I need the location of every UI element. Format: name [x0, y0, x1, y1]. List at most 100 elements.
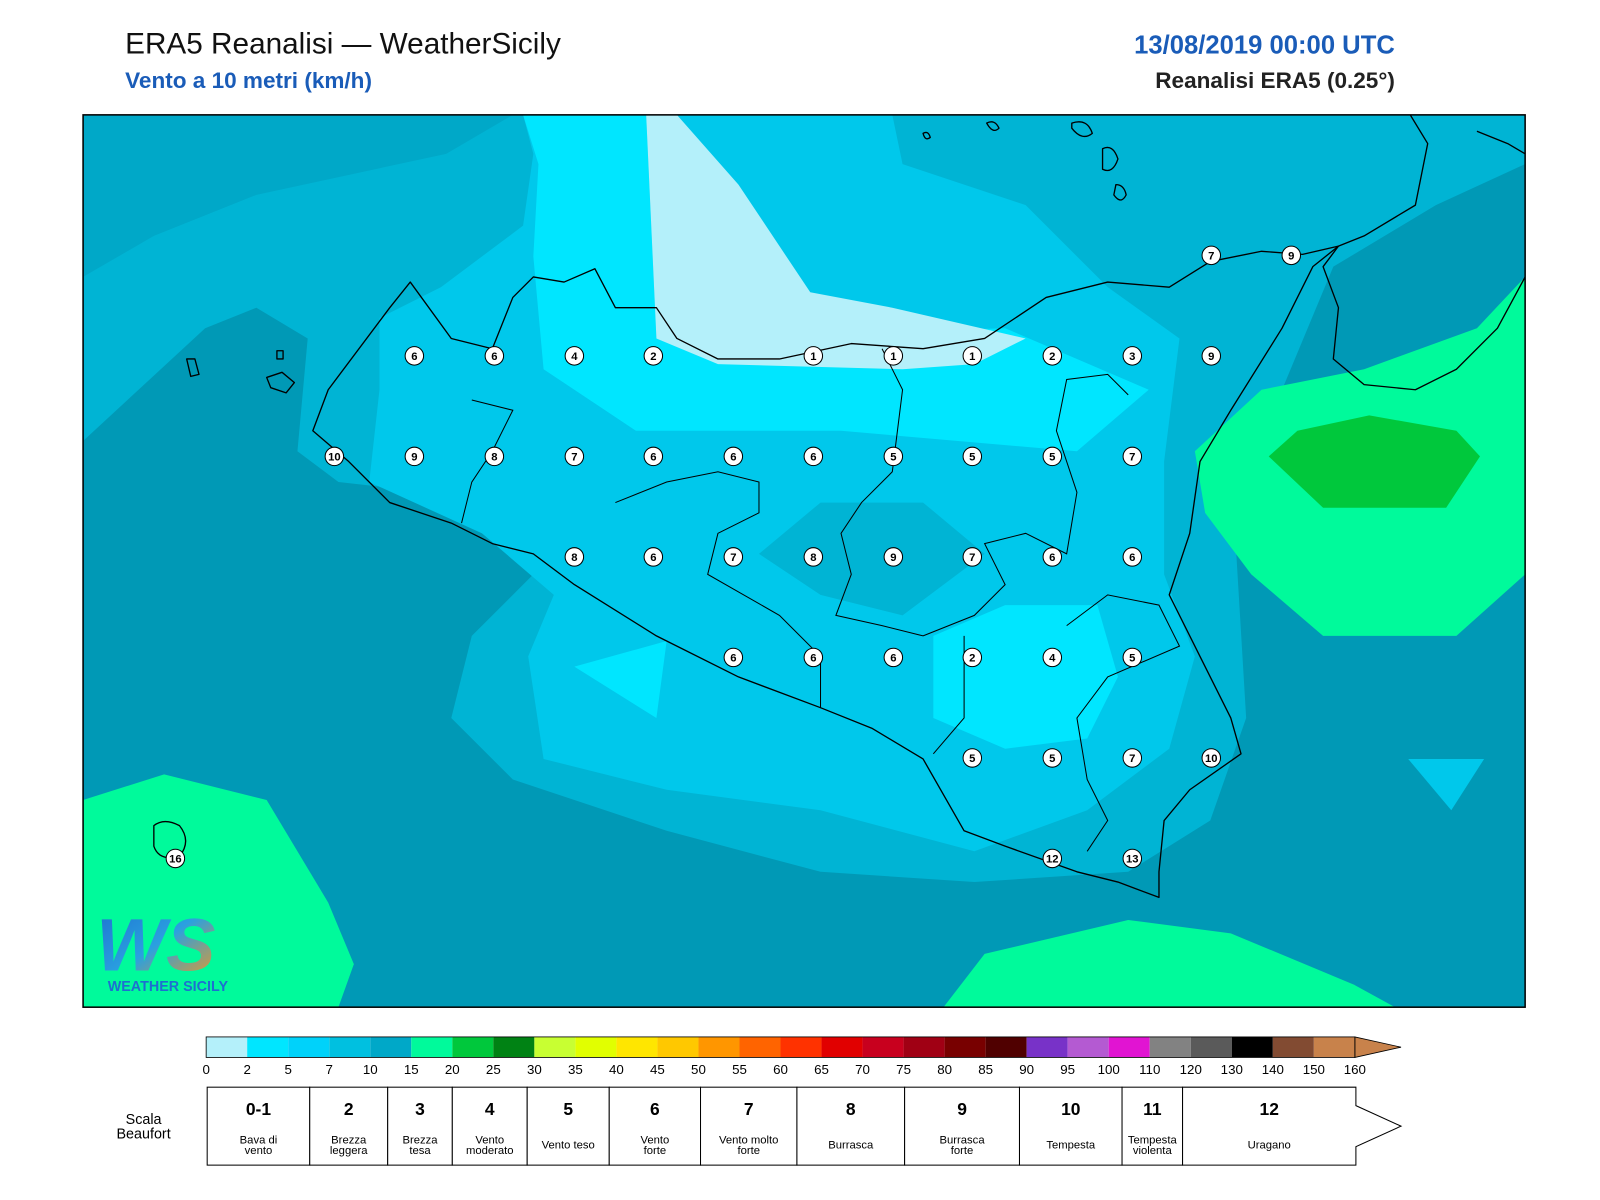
- beaufort-description: Brezza: [331, 1135, 367, 1147]
- beaufort-force: 2: [344, 1099, 354, 1119]
- station-value: 7: [571, 452, 577, 464]
- station-value: 7: [730, 552, 736, 564]
- logo-text: WEATHER SICILY: [108, 979, 229, 995]
- station-marker: [962, 748, 983, 768]
- station-value: 5: [1049, 452, 1055, 464]
- station-marker: [883, 547, 904, 567]
- colorbar-tick-label: 20: [445, 1062, 460, 1077]
- station-marker: [165, 848, 186, 869]
- station-value: 9: [1208, 351, 1214, 363]
- colorbar-segment: [575, 1036, 617, 1058]
- beaufort-label: Beaufort: [116, 1126, 170, 1142]
- station-marker: [962, 446, 983, 467]
- colorbar-segment: [616, 1036, 658, 1058]
- station-marker: [1042, 748, 1063, 768]
- colorbar-arrow: [1354, 1036, 1402, 1058]
- beaufort-force: 4: [485, 1099, 495, 1119]
- station-value: 9: [1288, 250, 1294, 262]
- beaufort-box: [796, 1086, 906, 1166]
- date: 13/08/2019 00:00 UTC: [1134, 31, 1395, 59]
- source: Reanalisi ERA5 (0.25°): [1155, 68, 1395, 93]
- station-marker: [1042, 848, 1063, 869]
- station-value: 1: [810, 351, 816, 363]
- station-marker: [883, 346, 904, 366]
- wind-field: [1268, 415, 1480, 508]
- station-marker: [803, 647, 824, 668]
- colorbar-tick-label: 35: [568, 1062, 583, 1077]
- station-value: 2: [1049, 351, 1055, 363]
- colorbar-tick-label: 130: [1221, 1062, 1243, 1077]
- colorbar-segment: [1026, 1036, 1068, 1058]
- station-marker: [1042, 346, 1063, 366]
- station-marker: [1042, 547, 1063, 567]
- colorbar-segment: [247, 1036, 289, 1058]
- station-value: 2: [969, 653, 975, 665]
- station-value: 13: [1126, 854, 1139, 866]
- station-value: 4: [571, 351, 578, 363]
- beaufort-force: 10: [1061, 1099, 1080, 1119]
- station-value: 5: [1129, 653, 1135, 665]
- station-value: 5: [969, 452, 975, 464]
- beaufort-description: tesa: [409, 1145, 431, 1157]
- station-value: 4: [1049, 653, 1056, 665]
- colorbar-segment: [1067, 1036, 1109, 1058]
- colorbar-tick-label: 65: [814, 1062, 829, 1077]
- colorbar-tick-label: 120: [1180, 1062, 1202, 1077]
- station-marker: [484, 446, 505, 467]
- colorbar-segment: [1231, 1036, 1273, 1058]
- station-marker: [643, 547, 664, 567]
- beaufort-description: Bava di: [240, 1135, 278, 1147]
- colorbar-segment: [780, 1036, 822, 1058]
- colorbar-tick-label: 150: [1303, 1062, 1325, 1077]
- wind-field: [1408, 758, 1485, 811]
- station-value: 2: [650, 351, 656, 363]
- station-value: 16: [169, 854, 182, 866]
- colorbar-segment: [903, 1036, 945, 1058]
- province-border: [1066, 594, 1181, 852]
- station-marker: [1122, 446, 1143, 467]
- station-value: 6: [491, 351, 497, 363]
- beaufort-force: 7: [744, 1099, 754, 1119]
- colorbar-segment: [944, 1036, 986, 1058]
- wind-field: [758, 502, 985, 616]
- station-value: 6: [890, 653, 896, 665]
- station-value: 6: [411, 351, 417, 363]
- station-marker: [1281, 245, 1302, 266]
- beaufort-description: Uragano: [1248, 1140, 1291, 1152]
- wind-field: [646, 114, 1026, 370]
- station-value: 1: [890, 351, 896, 363]
- coastline: [1322, 114, 1526, 391]
- beaufort-description: Burrasca: [940, 1135, 986, 1147]
- beaufort-box: [699, 1086, 798, 1166]
- station-value: 5: [890, 452, 896, 464]
- station-marker: [962, 547, 983, 567]
- wind-field: [83, 774, 354, 1008]
- colorbar-segment: [329, 1036, 371, 1058]
- island: [153, 121, 1127, 859]
- station-value: 3: [1129, 351, 1135, 363]
- station-value: 8: [571, 552, 577, 564]
- colorbar-segment: [739, 1036, 781, 1058]
- colorbar-tick-label: 50: [691, 1062, 706, 1077]
- station-marker: [723, 647, 744, 668]
- station-value: 5: [969, 753, 975, 765]
- colorbar-tick-label: 80: [937, 1062, 952, 1077]
- beaufort-description: Brezza: [402, 1135, 438, 1147]
- title: ERA5 Reanalisi — WeatherSicily: [125, 27, 561, 60]
- station-marker: [1201, 748, 1222, 768]
- beaufort-force: 3: [415, 1099, 425, 1119]
- station-value: 8: [810, 552, 816, 564]
- station-value: 7: [1208, 250, 1214, 262]
- beaufort-force: 11: [1143, 1099, 1162, 1119]
- station-marker: [1042, 647, 1063, 668]
- colorbar-tick-label: 5: [284, 1062, 291, 1077]
- station-marker: [723, 547, 744, 567]
- colorbar-tick-label: 160: [1344, 1062, 1366, 1077]
- beaufort-force: 0-1: [246, 1099, 271, 1119]
- station-value: 6: [650, 452, 656, 464]
- station-marker: [962, 346, 983, 366]
- station-marker: [1201, 245, 1222, 266]
- colorbar-segment: [657, 1036, 699, 1058]
